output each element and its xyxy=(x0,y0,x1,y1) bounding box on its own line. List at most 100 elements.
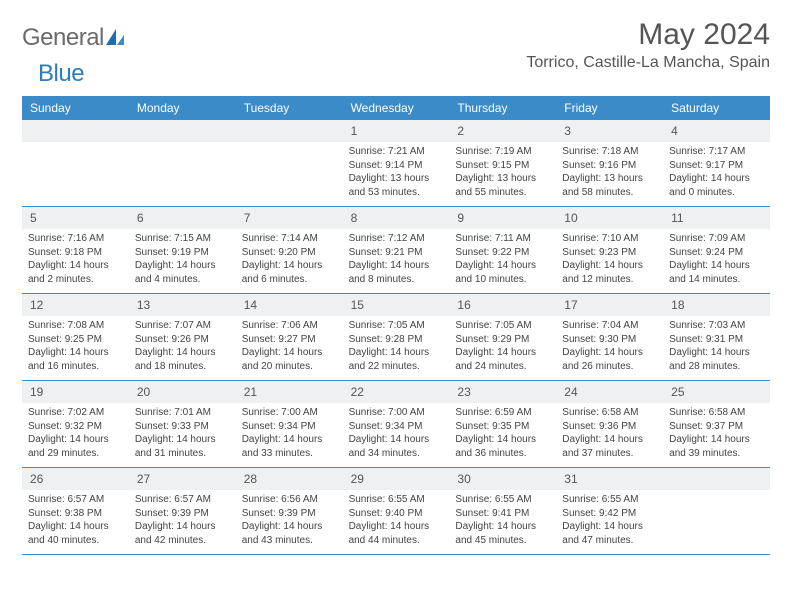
day-body: Sunrise: 7:21 AMSunset: 9:14 PMDaylight:… xyxy=(343,142,450,203)
day-cell: 15Sunrise: 7:05 AMSunset: 9:28 PMDayligh… xyxy=(343,294,450,380)
day-body: Sunrise: 7:04 AMSunset: 9:30 PMDaylight:… xyxy=(556,316,663,377)
day-body: Sunrise: 7:07 AMSunset: 9:26 PMDaylight:… xyxy=(129,316,236,377)
sunrise-text: Sunrise: 6:55 AM xyxy=(349,493,444,507)
sunset-text: Sunset: 9:27 PM xyxy=(242,333,337,347)
sunset-text: Sunset: 9:39 PM xyxy=(242,507,337,521)
day-number: 10 xyxy=(556,207,663,229)
day-cell: 13Sunrise: 7:07 AMSunset: 9:26 PMDayligh… xyxy=(129,294,236,380)
day-number xyxy=(663,468,770,490)
day-number: 24 xyxy=(556,381,663,403)
day-cell: 17Sunrise: 7:04 AMSunset: 9:30 PMDayligh… xyxy=(556,294,663,380)
sunset-text: Sunset: 9:39 PM xyxy=(135,507,230,521)
day-cell: 25Sunrise: 6:58 AMSunset: 9:37 PMDayligh… xyxy=(663,381,770,467)
sunset-text: Sunset: 9:34 PM xyxy=(349,420,444,434)
sunrise-text: Sunrise: 7:02 AM xyxy=(28,406,123,420)
day-cell-empty xyxy=(22,120,129,206)
daylight-text: Daylight: 14 hours and 44 minutes. xyxy=(349,520,444,547)
day-header-friday: Friday xyxy=(556,96,663,120)
day-header-saturday: Saturday xyxy=(663,96,770,120)
day-number xyxy=(22,120,129,142)
sunset-text: Sunset: 9:16 PM xyxy=(562,159,657,173)
week-row: 5Sunrise: 7:16 AMSunset: 9:18 PMDaylight… xyxy=(22,207,770,294)
day-number: 22 xyxy=(343,381,450,403)
sunrise-text: Sunrise: 7:15 AM xyxy=(135,232,230,246)
sunset-text: Sunset: 9:19 PM xyxy=(135,246,230,260)
day-number: 16 xyxy=(449,294,556,316)
calendar: SundayMondayTuesdayWednesdayThursdayFrid… xyxy=(22,96,770,555)
sunset-text: Sunset: 9:18 PM xyxy=(28,246,123,260)
day-cell: 4Sunrise: 7:17 AMSunset: 9:17 PMDaylight… xyxy=(663,120,770,206)
day-cell: 9Sunrise: 7:11 AMSunset: 9:22 PMDaylight… xyxy=(449,207,556,293)
week-row: 26Sunrise: 6:57 AMSunset: 9:38 PMDayligh… xyxy=(22,468,770,555)
sunset-text: Sunset: 9:30 PM xyxy=(562,333,657,347)
day-cell: 26Sunrise: 6:57 AMSunset: 9:38 PMDayligh… xyxy=(22,468,129,554)
title-block: May 2024 Torrico, Castille-La Mancha, Sp… xyxy=(526,18,770,72)
daylight-text: Daylight: 14 hours and 26 minutes. xyxy=(562,346,657,373)
sunset-text: Sunset: 9:15 PM xyxy=(455,159,550,173)
sunset-text: Sunset: 9:24 PM xyxy=(669,246,764,260)
day-number: 13 xyxy=(129,294,236,316)
day-body: Sunrise: 6:55 AMSunset: 9:41 PMDaylight:… xyxy=(449,490,556,551)
sunrise-text: Sunrise: 7:00 AM xyxy=(242,406,337,420)
sunset-text: Sunset: 9:34 PM xyxy=(242,420,337,434)
day-body: Sunrise: 6:57 AMSunset: 9:39 PMDaylight:… xyxy=(129,490,236,551)
sunset-text: Sunset: 9:20 PM xyxy=(242,246,337,260)
sunset-text: Sunset: 9:29 PM xyxy=(455,333,550,347)
day-cell: 21Sunrise: 7:00 AMSunset: 9:34 PMDayligh… xyxy=(236,381,343,467)
daylight-text: Daylight: 14 hours and 42 minutes. xyxy=(135,520,230,547)
day-body: Sunrise: 7:01 AMSunset: 9:33 PMDaylight:… xyxy=(129,403,236,464)
sunset-text: Sunset: 9:36 PM xyxy=(562,420,657,434)
daylight-text: Daylight: 14 hours and 43 minutes. xyxy=(242,520,337,547)
daylight-text: Daylight: 14 hours and 39 minutes. xyxy=(669,433,764,460)
day-body: Sunrise: 7:03 AMSunset: 9:31 PMDaylight:… xyxy=(663,316,770,377)
day-number: 3 xyxy=(556,120,663,142)
day-number: 30 xyxy=(449,468,556,490)
sunset-text: Sunset: 9:21 PM xyxy=(349,246,444,260)
daylight-text: Daylight: 14 hours and 10 minutes. xyxy=(455,259,550,286)
sunrise-text: Sunrise: 7:10 AM xyxy=(562,232,657,246)
day-body: Sunrise: 7:15 AMSunset: 9:19 PMDaylight:… xyxy=(129,229,236,290)
day-cell-empty xyxy=(663,468,770,554)
day-number: 1 xyxy=(343,120,450,142)
day-cell: 29Sunrise: 6:55 AMSunset: 9:40 PMDayligh… xyxy=(343,468,450,554)
sunset-text: Sunset: 9:35 PM xyxy=(455,420,550,434)
day-cell: 23Sunrise: 6:59 AMSunset: 9:35 PMDayligh… xyxy=(449,381,556,467)
day-number: 14 xyxy=(236,294,343,316)
daylight-text: Daylight: 14 hours and 34 minutes. xyxy=(349,433,444,460)
day-number: 5 xyxy=(22,207,129,229)
day-number: 4 xyxy=(663,120,770,142)
day-body: Sunrise: 7:18 AMSunset: 9:16 PMDaylight:… xyxy=(556,142,663,203)
day-body: Sunrise: 7:14 AMSunset: 9:20 PMDaylight:… xyxy=(236,229,343,290)
daylight-text: Daylight: 14 hours and 12 minutes. xyxy=(562,259,657,286)
day-cell-empty xyxy=(129,120,236,206)
sunset-text: Sunset: 9:17 PM xyxy=(669,159,764,173)
sunrise-text: Sunrise: 6:55 AM xyxy=(562,493,657,507)
sunset-text: Sunset: 9:25 PM xyxy=(28,333,123,347)
sunrise-text: Sunrise: 6:58 AM xyxy=(669,406,764,420)
day-header-thursday: Thursday xyxy=(449,96,556,120)
day-number: 6 xyxy=(129,207,236,229)
daylight-text: Daylight: 14 hours and 24 minutes. xyxy=(455,346,550,373)
daylight-text: Daylight: 14 hours and 36 minutes. xyxy=(455,433,550,460)
brand-logo: General xyxy=(22,18,128,52)
day-cell: 7Sunrise: 7:14 AMSunset: 9:20 PMDaylight… xyxy=(236,207,343,293)
sunset-text: Sunset: 9:40 PM xyxy=(349,507,444,521)
day-body: Sunrise: 7:12 AMSunset: 9:21 PMDaylight:… xyxy=(343,229,450,290)
day-body: Sunrise: 7:05 AMSunset: 9:29 PMDaylight:… xyxy=(449,316,556,377)
day-number: 23 xyxy=(449,381,556,403)
day-cell: 22Sunrise: 7:00 AMSunset: 9:34 PMDayligh… xyxy=(343,381,450,467)
sunrise-text: Sunrise: 7:21 AM xyxy=(349,145,444,159)
daylight-text: Daylight: 14 hours and 18 minutes. xyxy=(135,346,230,373)
day-number xyxy=(236,120,343,142)
day-number: 11 xyxy=(663,207,770,229)
sunrise-text: Sunrise: 7:07 AM xyxy=(135,319,230,333)
day-body: Sunrise: 6:57 AMSunset: 9:38 PMDaylight:… xyxy=(22,490,129,551)
day-cell: 28Sunrise: 6:56 AMSunset: 9:39 PMDayligh… xyxy=(236,468,343,554)
sunset-text: Sunset: 9:31 PM xyxy=(669,333,764,347)
sunset-text: Sunset: 9:26 PM xyxy=(135,333,230,347)
day-cell: 5Sunrise: 7:16 AMSunset: 9:18 PMDaylight… xyxy=(22,207,129,293)
day-body: Sunrise: 7:10 AMSunset: 9:23 PMDaylight:… xyxy=(556,229,663,290)
daylight-text: Daylight: 14 hours and 45 minutes. xyxy=(455,520,550,547)
day-body: Sunrise: 7:16 AMSunset: 9:18 PMDaylight:… xyxy=(22,229,129,290)
sunrise-text: Sunrise: 7:17 AM xyxy=(669,145,764,159)
